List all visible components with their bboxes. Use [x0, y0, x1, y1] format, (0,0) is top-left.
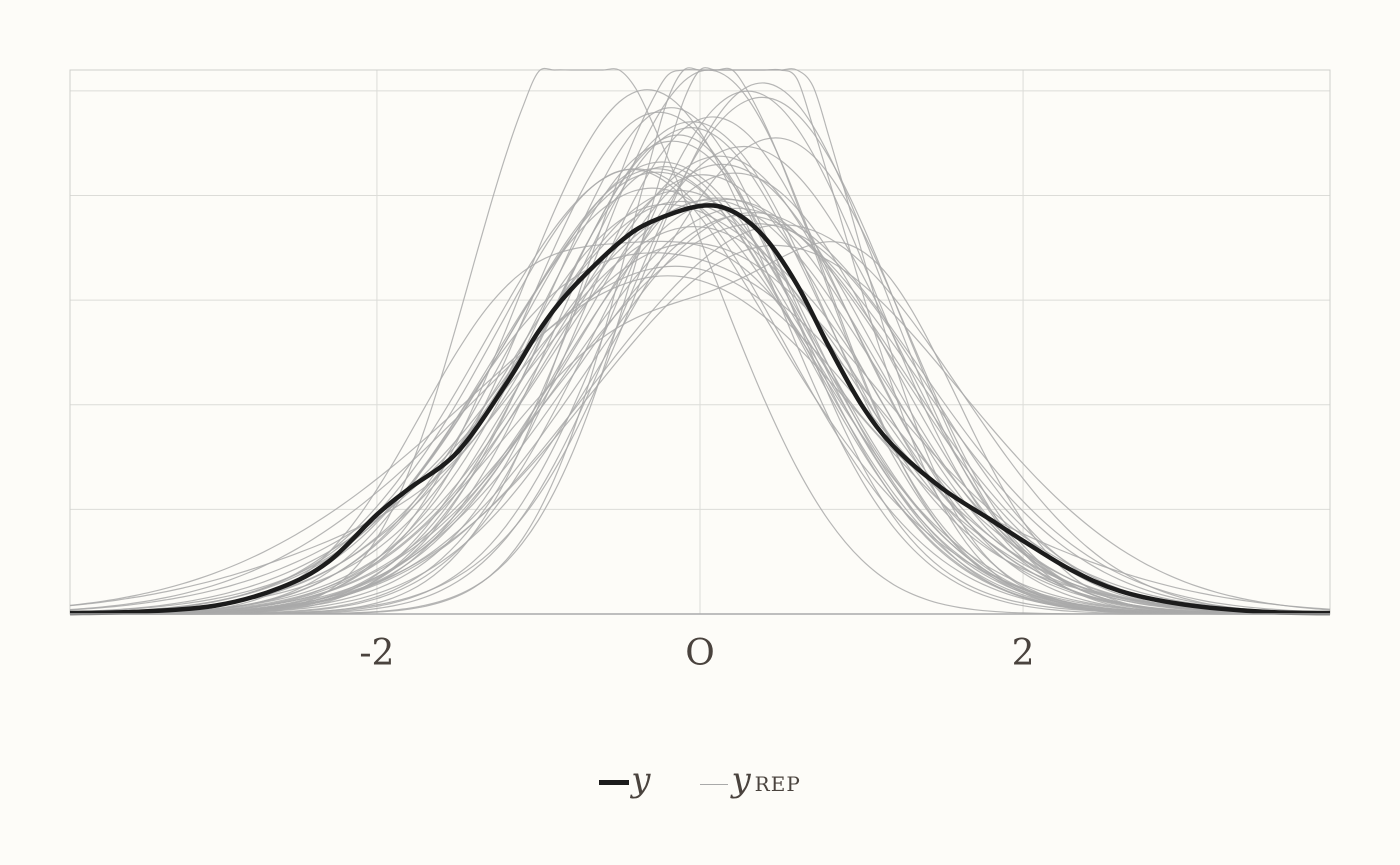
x-tick-label: -2	[359, 633, 394, 674]
legend-label-replicated-subscript: REP	[754, 772, 801, 796]
rep-density-line	[70, 166, 1331, 615]
grid	[69, 69, 1331, 615]
legend-swatch-replicated	[700, 783, 729, 785]
legend-item-observed: y	[599, 760, 650, 800]
legend-swatch-observed	[599, 780, 630, 785]
legend-label-observed: y	[631, 760, 651, 800]
rep-density-line	[69, 214, 1331, 615]
rep-density-line	[69, 275, 1331, 615]
legend-label-replicated: y	[731, 760, 751, 800]
rep-density-line	[69, 265, 1331, 615]
legend: y y REP	[0, 760, 1400, 800]
observed-density-line-group	[69, 203, 1331, 616]
rep-density-line	[69, 244, 1331, 615]
observed-density-line	[69, 203, 1331, 616]
rep-density-line	[70, 172, 1330, 615]
rep-density-line	[70, 224, 1331, 615]
rep-density-line	[69, 171, 1330, 615]
rep-density-line	[69, 241, 1330, 615]
rep-density-line	[69, 252, 1331, 615]
x-tick-label: O	[685, 633, 715, 674]
rep-density-line	[69, 197, 1331, 615]
legend-item-replicated: y REP	[700, 760, 800, 800]
x-axis: -2 O 2	[70, 613, 1330, 674]
rep-density-line	[69, 161, 1330, 615]
x-tick-label: 2	[1012, 633, 1035, 674]
